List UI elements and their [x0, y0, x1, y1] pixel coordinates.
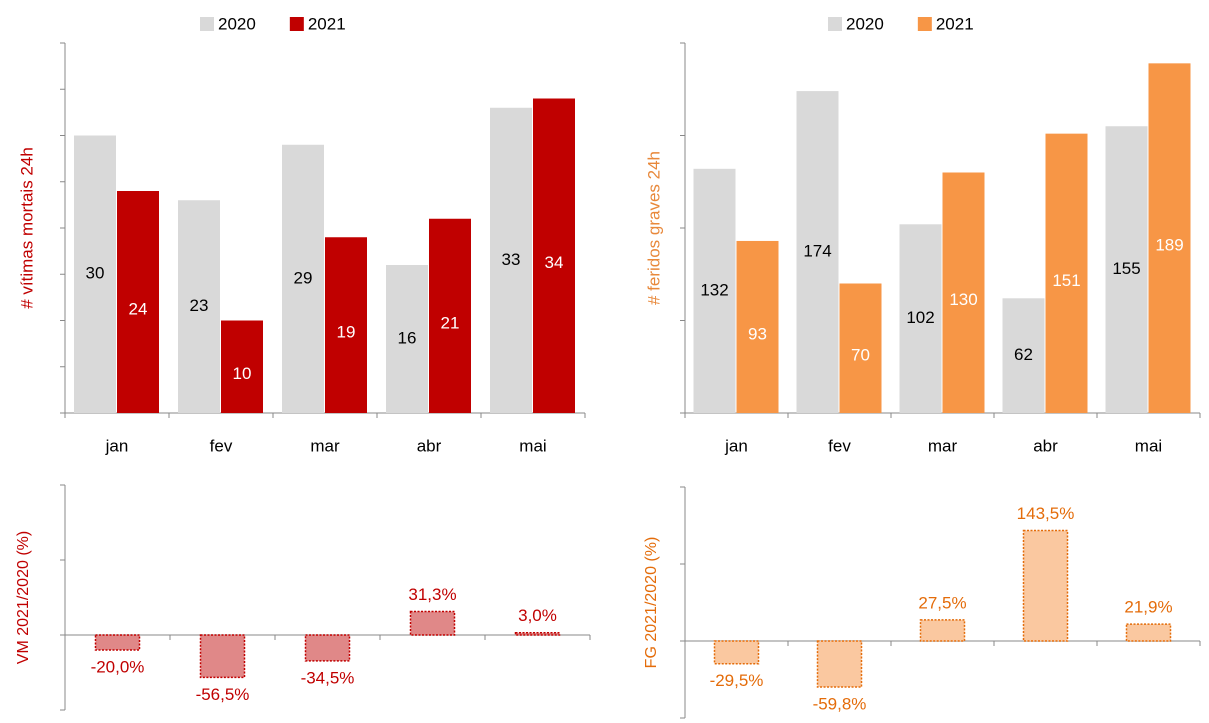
data-label: 30: [86, 264, 105, 283]
bar: [74, 135, 116, 413]
bar: [429, 218, 471, 413]
data-label: 70: [851, 346, 870, 365]
bar: [386, 265, 428, 413]
data-label: 151: [1052, 271, 1080, 290]
x-tick-label: fev: [828, 436, 851, 455]
legend-label: 2021: [308, 14, 346, 33]
data-label: 16: [398, 328, 417, 347]
y-axis-label: # vítimas mortais 24h: [17, 147, 36, 309]
data-label: 130: [949, 290, 977, 309]
legend-label: 2020: [846, 14, 884, 33]
data-label: 62: [1014, 345, 1033, 364]
bar: [839, 283, 882, 413]
legend-label: 2020: [218, 14, 256, 33]
bar: [942, 172, 985, 413]
bar: [713, 640, 760, 665]
data-label: 24: [129, 299, 148, 318]
bar: [94, 634, 141, 651]
bar: [1105, 126, 1148, 413]
x-tick-label: jan: [105, 436, 129, 455]
x-tick-label: abr: [1033, 436, 1058, 455]
bar: [304, 634, 351, 662]
data-label: -20,0%: [91, 657, 145, 676]
bar: [117, 191, 159, 413]
data-label: 33: [502, 250, 521, 269]
legend-swatch: [828, 17, 842, 31]
bar: [816, 640, 863, 688]
x-tick-label: mar: [310, 436, 340, 455]
data-label: 143,5%: [1017, 504, 1075, 523]
data-label: 19: [337, 323, 356, 342]
legend-swatch: [917, 17, 932, 31]
x-tick-label: mai: [1135, 436, 1162, 455]
bar: [899, 224, 942, 413]
bar: [325, 237, 367, 413]
data-label: -34,5%: [301, 668, 355, 687]
data-label: 21,9%: [1124, 598, 1172, 617]
y-axis-label: # feridos graves 24h: [644, 151, 663, 305]
data-label: 155: [1112, 259, 1140, 278]
y-axis-label: FG 2021/2020 (%): [643, 537, 660, 669]
data-label: 27,5%: [918, 593, 966, 612]
data-label: 34: [545, 253, 564, 272]
bar: [1125, 623, 1172, 642]
bar: [490, 107, 532, 413]
x-tick-label: abr: [417, 436, 442, 455]
bar: [221, 320, 263, 413]
data-label: 29: [294, 268, 313, 287]
bar: [533, 98, 575, 413]
data-label: 10: [233, 364, 252, 383]
data-label: -56,5%: [196, 685, 250, 704]
bar: [1002, 298, 1045, 413]
bar: [199, 634, 246, 679]
bar: [1022, 529, 1069, 642]
data-label: 174: [803, 242, 831, 261]
data-label: 3,0%: [518, 606, 557, 625]
bar: [1045, 133, 1088, 413]
bar: [736, 240, 779, 413]
x-tick-label: jan: [724, 436, 748, 455]
bar: [919, 619, 966, 642]
bar: [409, 610, 456, 636]
data-label: 23: [190, 296, 209, 315]
data-label: -29,5%: [710, 671, 764, 690]
x-tick-label: mar: [928, 436, 958, 455]
data-label: -59,8%: [813, 695, 867, 714]
data-label: 31,3%: [408, 585, 456, 604]
data-label: 21: [441, 313, 460, 332]
bar: [693, 168, 736, 413]
data-label: 102: [906, 308, 934, 327]
legend-label: 2021: [936, 14, 974, 33]
x-tick-label: fev: [210, 436, 233, 455]
y-axis-label: VM 2021/2020 (%): [15, 531, 32, 664]
data-label: 189: [1155, 236, 1183, 255]
x-tick-label: mai: [519, 436, 546, 455]
legend-swatch: [200, 17, 214, 31]
bar: [514, 632, 561, 636]
data-label: 93: [748, 324, 767, 343]
bar: [178, 200, 220, 413]
legend-swatch: [289, 17, 304, 31]
data-label: 132: [700, 280, 728, 299]
bar: [796, 91, 839, 413]
bar: [282, 144, 324, 413]
bar: [1148, 63, 1191, 413]
